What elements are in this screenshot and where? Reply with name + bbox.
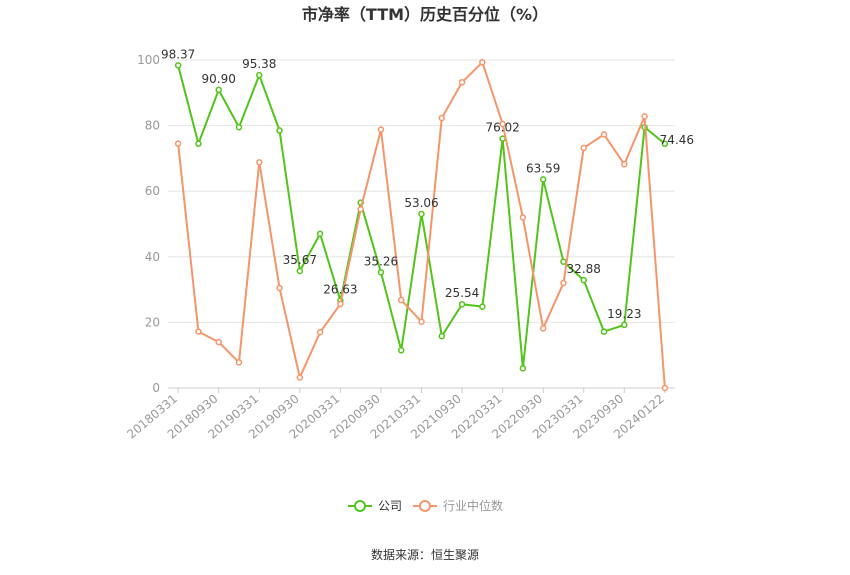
y-axis: 0 20 40 60 80 100 xyxy=(137,53,160,395)
y-tick-label: 40 xyxy=(145,250,160,264)
company-data-point xyxy=(621,321,628,329)
company-data-point xyxy=(174,62,182,69)
industry-median-data-point xyxy=(600,131,608,138)
industry-median-data-point xyxy=(641,113,648,120)
company-data-point xyxy=(560,258,567,265)
industry-median-data-point xyxy=(499,120,506,128)
company-data-point xyxy=(397,347,405,354)
company-data-label: 53.06 xyxy=(404,196,438,210)
industry-median-data-point xyxy=(580,144,587,152)
data-source-note: 数据来源：恒生聚源 xyxy=(371,547,479,562)
company-data-point xyxy=(438,332,446,340)
company-data-point xyxy=(377,269,385,276)
industry-median-data-point xyxy=(256,159,263,166)
company-data-point xyxy=(499,135,506,142)
legend-company-label: 公司 xyxy=(378,499,402,513)
industry-median-data-point xyxy=(519,214,527,221)
company-data-point xyxy=(479,303,486,310)
industry-median-data-point xyxy=(438,114,446,122)
company-data-label: 63.59 xyxy=(526,161,560,175)
company-data-point xyxy=(661,140,669,148)
company-data-label: 35.26 xyxy=(364,254,398,268)
industry-median-data-point xyxy=(377,126,385,133)
y-tick-label: 60 xyxy=(145,184,160,198)
industry-median-data-point xyxy=(621,161,628,168)
data-labels: 98.37 90.90 95.38 35.67 26.63 35.26 53.06 25.54… xyxy=(161,47,694,321)
industry-median-data-point xyxy=(174,140,182,147)
company-data-point xyxy=(256,71,263,79)
company-data-point xyxy=(418,210,425,218)
y-tick-label: 80 xyxy=(145,119,160,133)
company-data-point xyxy=(296,267,304,275)
industry-median-data-point xyxy=(458,79,466,86)
company-data-label: 95.38 xyxy=(242,57,276,71)
industry-median-data-point xyxy=(235,359,243,366)
y-tick-label: 100 xyxy=(137,53,160,67)
company-data-label: 35.67 xyxy=(283,253,317,267)
industry-median-data-point xyxy=(539,325,547,332)
industry-median-series-line xyxy=(177,61,666,389)
company-data-point xyxy=(276,127,283,134)
company-data-point xyxy=(215,86,222,94)
industry-median-data-point xyxy=(316,328,324,336)
industry-median-data-point xyxy=(215,338,222,346)
industry-median-data-point xyxy=(337,300,344,308)
company-data-point xyxy=(519,365,527,372)
industry-median-data-point xyxy=(195,328,202,335)
company-data-label: 26.63 xyxy=(323,283,357,297)
company-data-point xyxy=(195,140,202,147)
company-data-label: 74.46 xyxy=(660,133,694,147)
company-data-label: 76.02 xyxy=(485,121,519,135)
company-data-point xyxy=(539,176,547,183)
industry-median-data-point xyxy=(296,374,304,381)
legend-industry-median-label: 行业中位数 xyxy=(443,498,503,513)
industry-median-data-point xyxy=(276,284,283,292)
company-data-point xyxy=(316,230,324,238)
company-data-label: 25.54 xyxy=(445,286,479,300)
company-data-point xyxy=(580,276,587,284)
legend-industry-median-swatch-marker xyxy=(419,500,431,512)
industry-median-data-point xyxy=(560,279,567,287)
company-data-label: 98.37 xyxy=(161,47,195,61)
chart-title: 市净率（TTM）历史百分位（%） xyxy=(302,5,548,24)
company-data-label: 19.23 xyxy=(607,307,641,321)
y-tick-label: 0 xyxy=(152,381,160,395)
legend-item-industry-median[interactable]: 行业中位数 xyxy=(413,498,503,513)
plot-area xyxy=(174,59,669,392)
company-data-point xyxy=(458,300,466,308)
company-data-point xyxy=(235,123,243,131)
company-data-point xyxy=(600,328,608,335)
grid xyxy=(168,59,675,323)
x-axis: 2018033120180930201903312019093020200331… xyxy=(124,387,675,442)
industry-median-data-point xyxy=(479,59,486,66)
legend: 公司 行业中位数 xyxy=(348,498,503,513)
company-data-label: 90.90 xyxy=(202,72,236,86)
industry-median-data-point xyxy=(397,296,405,304)
industry-median-data-point xyxy=(661,384,669,392)
y-tick-label: 20 xyxy=(145,315,160,329)
legend-item-company[interactable]: 公司 xyxy=(348,499,402,513)
legend-company-swatch-marker xyxy=(354,500,366,512)
industry-median-data-point xyxy=(357,205,364,213)
industry-median-data-point xyxy=(418,318,425,325)
company-data-label: 32.88 xyxy=(567,262,601,276)
